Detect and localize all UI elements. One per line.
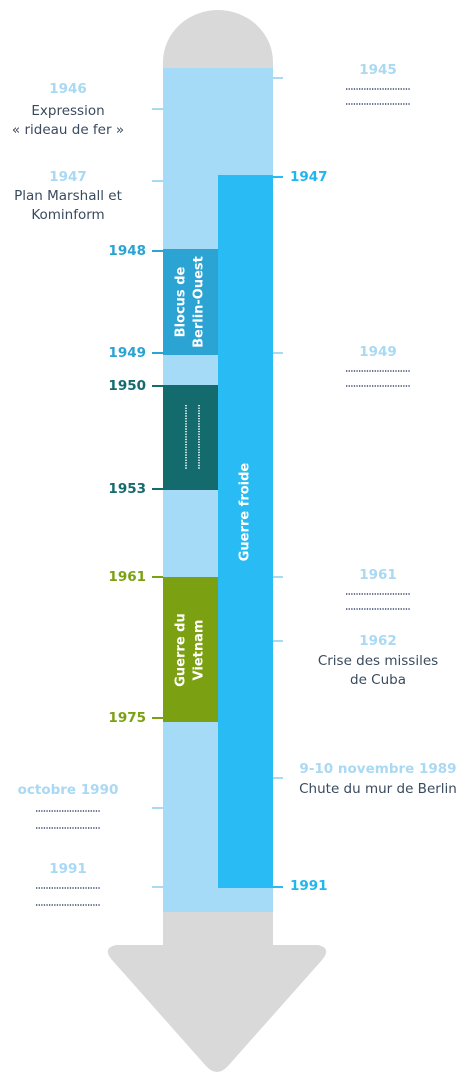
event-text: Plan Marshall et — [14, 188, 122, 204]
date: 1991 — [290, 878, 328, 894]
period-bar — [218, 175, 273, 888]
date: 1961 — [108, 569, 146, 585]
arrow-top — [163, 10, 273, 68]
arrow-head — [107, 910, 327, 1072]
bar-label: Blocus de — [174, 267, 189, 338]
period-bar — [163, 249, 218, 355]
date: 1949 — [108, 345, 146, 361]
date: 1962 — [359, 633, 397, 649]
date: 1948 — [108, 243, 146, 259]
date: 1947 — [49, 169, 87, 185]
event-text: Expression — [31, 103, 104, 119]
date: 1953 — [108, 481, 146, 497]
date: 1975 — [108, 710, 146, 726]
date: 1950 — [108, 378, 146, 394]
date: 1991 — [49, 861, 87, 877]
bar-label: Guerre du — [174, 613, 189, 686]
date: 1949 — [359, 344, 397, 360]
date: 1945 — [359, 62, 397, 78]
event-text: Kominform — [31, 207, 104, 223]
date: 1961 — [359, 567, 397, 583]
bar-label: Berlin-Ouest — [192, 256, 207, 348]
period-bar — [163, 577, 218, 722]
bar-label: Vietnam — [192, 620, 207, 681]
event-text: « rideau de fer » — [12, 122, 124, 138]
event-text: de Cuba — [350, 672, 406, 688]
date: 9-10 novembre 1989 — [299, 761, 456, 777]
ticks — [152, 77, 283, 888]
event-text: Crise des missiles — [318, 653, 438, 669]
event-text: Chute du mur de Berlin — [299, 781, 457, 797]
date: 1946 — [49, 81, 87, 97]
date: 1947 — [290, 169, 328, 185]
date: octobre 1990 — [18, 782, 119, 798]
bar-label: Guerre froide — [238, 463, 253, 562]
period-bar — [163, 385, 218, 490]
